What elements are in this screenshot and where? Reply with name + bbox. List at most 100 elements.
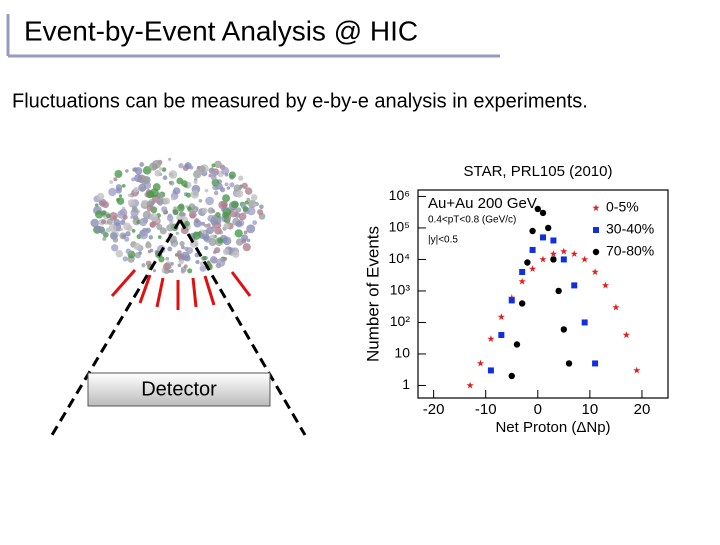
particle xyxy=(95,210,104,219)
legend-label: 70-80% xyxy=(606,243,654,259)
particle xyxy=(167,213,172,218)
particle xyxy=(216,258,226,267)
particle xyxy=(145,227,151,234)
particle xyxy=(177,263,182,268)
arrows xyxy=(110,269,252,310)
particle xyxy=(193,180,198,185)
point xyxy=(540,234,546,241)
point xyxy=(529,246,536,253)
particle xyxy=(152,198,157,202)
particle xyxy=(145,260,152,267)
particle xyxy=(131,206,138,213)
point xyxy=(508,372,515,380)
particle xyxy=(230,200,239,209)
particle xyxy=(238,175,244,181)
particle xyxy=(233,184,242,193)
point xyxy=(549,250,557,257)
particle xyxy=(168,157,172,161)
particle xyxy=(246,224,256,234)
particle xyxy=(232,250,240,258)
particle xyxy=(206,260,211,264)
particle xyxy=(119,219,126,226)
particle xyxy=(202,255,207,261)
particle xyxy=(206,231,210,235)
particle xyxy=(235,220,243,228)
particle xyxy=(176,250,182,255)
particle xyxy=(246,238,251,243)
particle xyxy=(176,177,184,185)
particle xyxy=(122,256,128,262)
particle xyxy=(214,160,222,169)
particle xyxy=(125,231,131,237)
point xyxy=(560,256,567,263)
particle xyxy=(200,221,206,226)
cone-line xyxy=(178,219,307,436)
point xyxy=(622,331,630,339)
particle xyxy=(192,231,201,240)
y-tick-label: 10⁶ xyxy=(389,187,410,203)
particle xyxy=(172,209,179,216)
point xyxy=(550,256,557,263)
particle xyxy=(184,163,190,169)
y-axis-label: Number of Events xyxy=(363,226,382,362)
x-tick-label: 20 xyxy=(634,401,651,418)
particle xyxy=(241,234,249,242)
point xyxy=(591,268,599,276)
particle xyxy=(181,245,185,250)
particle xyxy=(166,224,174,232)
particle xyxy=(191,205,199,213)
particle xyxy=(238,212,247,221)
particle xyxy=(118,194,123,198)
particle xyxy=(133,186,140,193)
particle xyxy=(201,207,208,214)
particle xyxy=(156,219,160,224)
x-tick-label: 10 xyxy=(582,401,599,418)
legend-marker xyxy=(592,204,600,212)
particle xyxy=(121,183,126,188)
particle xyxy=(242,243,251,252)
point xyxy=(601,281,610,289)
arrow xyxy=(203,275,216,306)
y-tick-label: 10⁴ xyxy=(388,250,410,266)
particle xyxy=(138,183,147,192)
particle xyxy=(133,243,142,251)
particle xyxy=(95,225,103,233)
particle xyxy=(142,166,152,175)
particle xyxy=(209,255,218,264)
particle xyxy=(146,190,155,199)
point xyxy=(560,326,568,333)
point xyxy=(592,360,599,367)
particle xyxy=(223,256,228,261)
particle xyxy=(102,236,107,241)
particle xyxy=(203,245,209,251)
particle xyxy=(172,242,178,248)
particle xyxy=(184,246,189,251)
chart: -20 -10 0 10 20 1 10 10² 10³ 10⁴ 10⁵ 10⁶ Net Proton … xyxy=(363,187,669,436)
particle xyxy=(145,242,152,249)
annotation: 0.4<pT<0.8 (GeV/c) xyxy=(428,215,516,226)
particle xyxy=(178,163,184,169)
particle xyxy=(250,194,258,201)
point xyxy=(545,224,552,232)
y-tick-label: 10 xyxy=(394,345,410,361)
point xyxy=(498,331,505,338)
point xyxy=(518,277,526,285)
particle xyxy=(127,193,132,197)
particle xyxy=(178,259,184,265)
particle xyxy=(134,174,143,183)
point xyxy=(539,209,547,217)
particle xyxy=(173,206,177,211)
particle xyxy=(235,190,244,198)
plot-frame xyxy=(417,189,669,399)
particle xyxy=(236,207,242,213)
particle xyxy=(139,161,145,167)
detector-box xyxy=(87,372,271,407)
particle xyxy=(122,214,128,220)
particle xyxy=(243,230,248,235)
point xyxy=(581,255,589,263)
particle xyxy=(149,213,159,222)
arrow xyxy=(191,277,198,308)
point xyxy=(560,247,568,255)
